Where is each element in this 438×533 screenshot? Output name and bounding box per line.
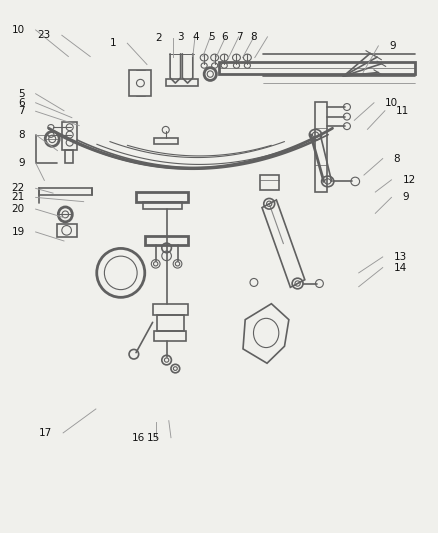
Text: 2: 2 bbox=[155, 33, 162, 43]
Text: 11: 11 bbox=[396, 106, 409, 116]
Text: 5: 5 bbox=[208, 32, 215, 42]
Text: 8: 8 bbox=[250, 32, 257, 42]
Text: 13: 13 bbox=[394, 252, 407, 262]
Text: 22: 22 bbox=[11, 183, 25, 193]
Text: 8: 8 bbox=[18, 130, 25, 140]
Text: 23: 23 bbox=[38, 30, 51, 41]
Text: 20: 20 bbox=[11, 204, 25, 214]
Text: 3: 3 bbox=[177, 32, 184, 42]
Text: 4: 4 bbox=[193, 32, 199, 42]
Text: 9: 9 bbox=[403, 192, 409, 203]
Text: 16: 16 bbox=[131, 433, 145, 443]
Text: 10: 10 bbox=[385, 98, 398, 108]
Text: 5: 5 bbox=[18, 88, 25, 99]
Text: 21: 21 bbox=[11, 192, 25, 203]
Text: 7: 7 bbox=[237, 32, 243, 42]
Text: 19: 19 bbox=[11, 227, 25, 237]
Text: 9: 9 bbox=[389, 41, 396, 51]
Text: 10: 10 bbox=[11, 25, 25, 35]
Text: 12: 12 bbox=[403, 175, 416, 185]
Text: 6: 6 bbox=[18, 98, 25, 108]
Text: 8: 8 bbox=[394, 154, 400, 164]
Text: 17: 17 bbox=[39, 428, 52, 438]
Text: 1: 1 bbox=[110, 38, 117, 48]
Text: 14: 14 bbox=[394, 263, 407, 272]
Text: 9: 9 bbox=[18, 158, 25, 168]
Text: 6: 6 bbox=[221, 32, 228, 42]
Text: 15: 15 bbox=[147, 433, 160, 443]
Text: 7: 7 bbox=[18, 106, 25, 116]
